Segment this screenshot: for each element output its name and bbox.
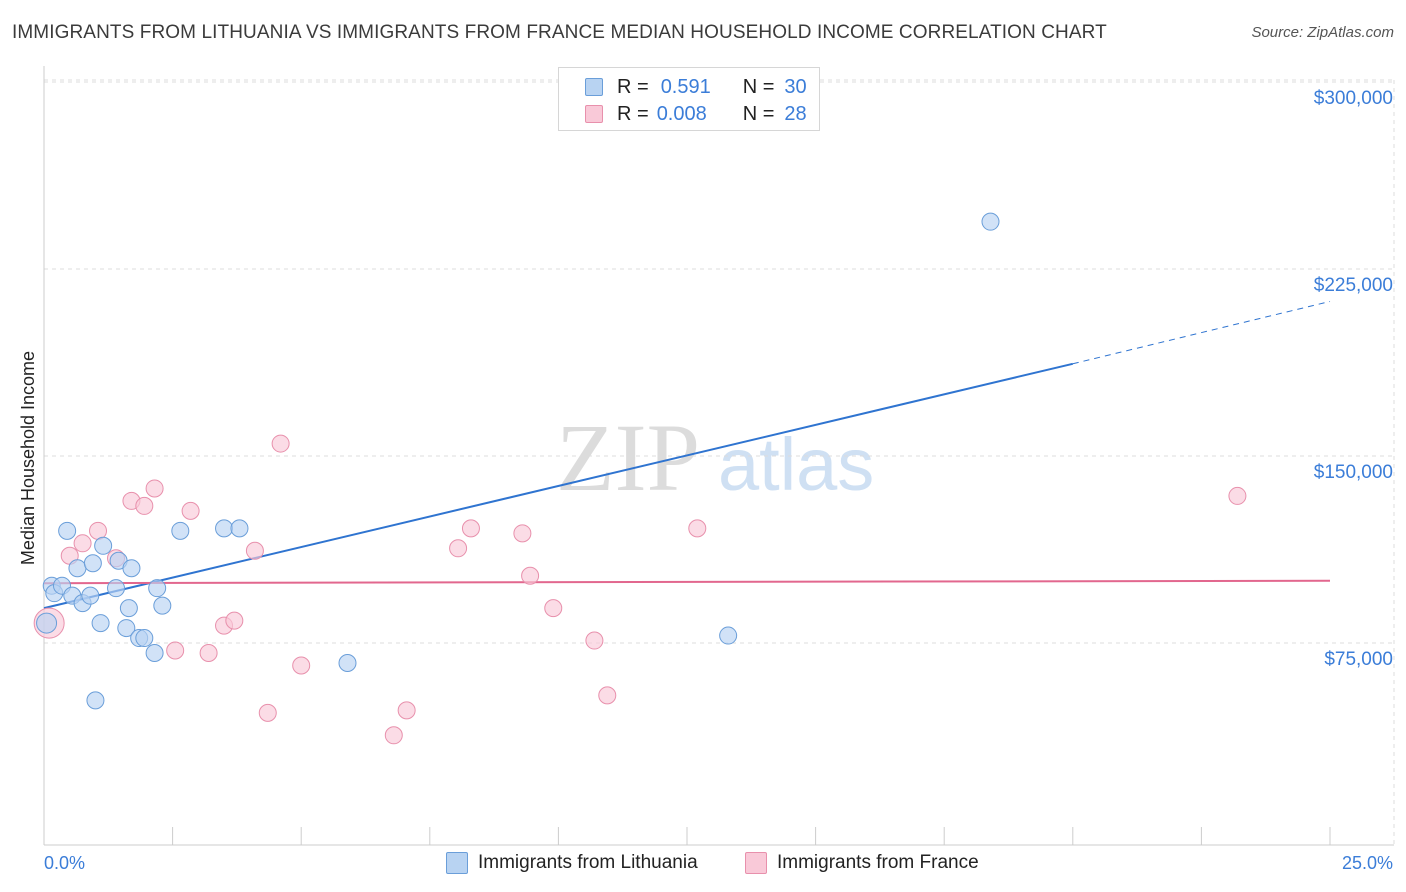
point-france: [449, 539, 468, 558]
legend-swatch-france: [745, 852, 767, 874]
point-lithuania: [86, 691, 105, 710]
point-france: [461, 519, 480, 538]
point-lithuania: [145, 644, 164, 663]
watermark: ZIP atlas: [556, 404, 874, 511]
data-points: [33, 212, 1247, 745]
point-lithuania: [135, 629, 154, 648]
point-france: [166, 641, 185, 660]
trend-line-lithuania-extension: [1072, 300, 1331, 365]
point-france: [1228, 486, 1247, 505]
point-france: [245, 541, 264, 560]
point-lithuania: [119, 599, 138, 618]
trend-lines: [43, 300, 1331, 610]
point-lithuania: [68, 559, 87, 578]
point-france: [181, 501, 200, 520]
point-france: [225, 611, 244, 630]
point-france: [292, 656, 311, 675]
point-france: [521, 566, 540, 585]
legend-swatch-lithuania: [446, 852, 468, 874]
point-lithuania: [230, 519, 249, 538]
watermark-atlas: atlas: [718, 423, 874, 506]
y-tick-label: $75,000: [1324, 649, 1393, 670]
y-axis-label: Median Household Income: [18, 351, 38, 565]
x-tick-labels: 0.0% 25.0%: [44, 853, 1393, 873]
n-label: N =: [742, 102, 775, 125]
point-lithuania: [94, 536, 113, 555]
legend-swatch-lithuania: [585, 78, 603, 96]
point-france: [271, 434, 290, 453]
n-value: 28: [784, 102, 807, 125]
legend-row-france: R = 0.008 N = 28: [585, 101, 807, 127]
point-lithuania: [117, 619, 136, 638]
trend-line-lithuania: [43, 362, 1074, 610]
legend-item-france: Immigrants from France: [745, 852, 979, 874]
point-lithuania: [58, 521, 77, 540]
y-tick-label: $300,000: [1314, 88, 1393, 109]
point-lithuania: [36, 612, 58, 634]
legend-swatch-france: [585, 105, 603, 123]
point-france: [513, 524, 532, 543]
r-label: R =: [617, 102, 649, 125]
legend-item-lithuania: Immigrants from Lithuania: [446, 852, 698, 874]
trend-line-france: [43, 579, 1331, 585]
point-france: [585, 631, 604, 650]
y-tick-labels: $75,000 $150,000 $225,000 $300,000: [1314, 88, 1393, 670]
r-value: 0.008: [656, 102, 707, 125]
point-france: [544, 599, 563, 618]
point-lithuania: [981, 212, 1000, 231]
point-lithuania: [122, 559, 141, 578]
point-france: [598, 686, 617, 705]
point-lithuania: [215, 519, 234, 538]
point-france: [135, 496, 154, 515]
point-france: [73, 534, 92, 553]
point-france: [145, 479, 164, 498]
point-france: [688, 519, 707, 538]
point-france: [384, 726, 403, 745]
source-credit: Source: ZipAtlas.com: [1251, 24, 1394, 41]
correlation-legend: R = 0.591 N = 30 R = 0.008 N = 28: [558, 67, 820, 131]
point-lithuania: [171, 521, 190, 540]
legend-row-lithuania: R = 0.591 N = 30: [585, 74, 807, 100]
r-value: 0.591: [660, 75, 711, 98]
point-lithuania: [83, 554, 102, 573]
n-label: N =: [742, 75, 775, 98]
point-lithuania: [81, 586, 100, 605]
legend-label: Immigrants from France: [777, 852, 979, 873]
y-tick-label: $150,000: [1314, 462, 1393, 483]
chart-title: IMMIGRANTS FROM LITHUANIA VS IMMIGRANTS …: [12, 22, 1107, 43]
axes: [43, 66, 1394, 846]
point-france: [199, 644, 218, 663]
point-lithuania: [91, 614, 110, 633]
y-tick-label: $225,000: [1314, 275, 1393, 296]
point-lithuania: [338, 653, 357, 672]
point-lithuania: [719, 626, 738, 645]
legend-label: Immigrants from Lithuania: [478, 852, 698, 873]
r-label: R =: [617, 75, 649, 98]
point-lithuania: [107, 579, 126, 598]
point-lithuania: [148, 579, 167, 598]
point-france: [397, 701, 416, 720]
point-france: [89, 521, 108, 540]
x-tick-label: 0.0%: [44, 853, 85, 873]
n-value: 30: [784, 75, 807, 98]
point-france: [258, 703, 277, 722]
x-tick-label: 25.0%: [1342, 853, 1393, 873]
point-lithuania: [153, 596, 172, 615]
